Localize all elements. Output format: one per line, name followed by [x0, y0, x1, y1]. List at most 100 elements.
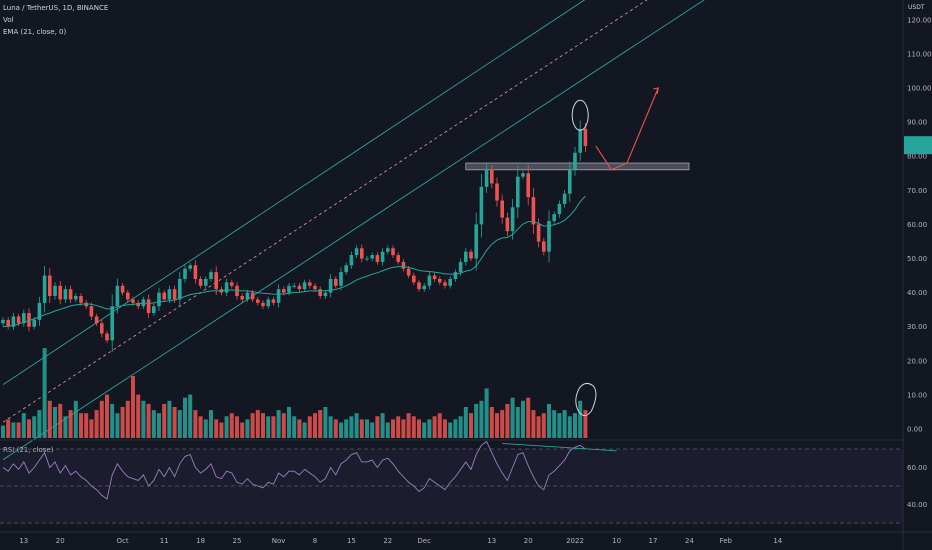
price-tick-label: 70.00: [907, 187, 927, 195]
volume-bar: [391, 419, 395, 438]
candle-body: [406, 268, 411, 276]
legend-symbol: Luna / TetherUS, 1D, BINANCE: [3, 4, 109, 12]
volume-bar: [547, 403, 551, 438]
volume-bar: [365, 419, 369, 438]
volume-bar: [339, 422, 343, 438]
projection-arrowhead: [653, 87, 659, 95]
candle-body: [547, 220, 551, 252]
candle-body: [1, 319, 5, 324]
candle-body: [448, 278, 452, 286]
volume-bar: [125, 400, 130, 438]
candle-body: [313, 285, 317, 290]
volume-bar: [437, 413, 442, 438]
time-tick-label: 20: [56, 537, 65, 545]
candle-body: [11, 316, 16, 327]
volume-bar: [219, 422, 224, 438]
channel-upper: [2, 0, 586, 386]
candle-body: [115, 285, 120, 307]
volume-bar: [495, 413, 499, 438]
candle-body: [380, 251, 385, 262]
volume-bar: [99, 400, 104, 438]
candle-body: [152, 306, 156, 314]
rsi-polyline: [2, 440, 586, 500]
time-tick-label: 13: [487, 537, 496, 545]
candle-body: [334, 278, 338, 286]
candle-body: [500, 200, 504, 218]
candle-body: [521, 173, 525, 177]
volume-bar: [214, 419, 219, 438]
volume-bar: [567, 416, 572, 438]
candle-body: [484, 169, 489, 187]
candle-body: [157, 292, 161, 307]
candle-body: [63, 289, 68, 300]
candlesticks: [1, 120, 588, 353]
candle-body: [557, 203, 562, 215]
candle-body: [271, 299, 276, 303]
candle-body: [552, 214, 556, 221]
candle-body: [282, 289, 286, 293]
hand-drawn-annotations[interactable]: [571, 87, 659, 416]
volume-bar: [359, 419, 364, 438]
volume-bar: [42, 348, 47, 438]
volume-bar: [375, 416, 380, 438]
candle-body: [32, 319, 36, 327]
volume-bar: [6, 419, 11, 438]
candle-body: [344, 265, 348, 273]
candle-body: [308, 282, 312, 286]
candle-body: [318, 289, 322, 297]
candle-body: [276, 289, 281, 303]
candle-body: [516, 176, 520, 208]
candle-body: [339, 272, 343, 286]
price-tick-label: 110.00: [907, 50, 932, 58]
volume-bar: [27, 419, 31, 438]
volume-bar: [245, 419, 250, 438]
candle-body: [458, 261, 463, 273]
candle-body: [474, 224, 478, 259]
volume-bar: [32, 416, 37, 438]
volume-bar: [583, 410, 588, 438]
candle-body: [354, 248, 359, 256]
candle-body: [84, 302, 88, 307]
volume-bar: [240, 422, 245, 438]
candle-body: [48, 275, 52, 297]
candle-body: [68, 289, 73, 300]
volume-bar: [458, 416, 463, 438]
volume-bar: [110, 403, 115, 438]
time-axis[interactable]: 13 20 Oct 11 18 25 Nov 8 15 22 Dec 13 20 2022 10 17 24 Fe…: [19, 537, 782, 545]
volume-bar: [131, 376, 135, 438]
candle-body: [391, 248, 395, 256]
time-tick-label: Oct: [117, 537, 129, 545]
candle-body: [214, 272, 218, 290]
volume-bar: [136, 394, 141, 438]
volume-bar: [401, 419, 406, 438]
price-tick-label: 90.00: [907, 119, 927, 127]
candle-body: [198, 278, 203, 286]
volume-bar: [157, 413, 161, 438]
candle-body: [453, 272, 458, 279]
volume-bar: [84, 413, 89, 438]
volume-bar: [141, 400, 146, 438]
volume-bars: [1, 348, 588, 438]
volume-bar: [370, 422, 375, 438]
volume-bar: [235, 416, 239, 438]
rsi-tick-label: 40.00: [907, 501, 927, 509]
candle-body: [510, 207, 515, 232]
candle-body: [490, 169, 494, 184]
rsi-tick-label: 60.00: [907, 464, 927, 472]
candle-body: [573, 152, 577, 170]
time-tick-label: 17: [649, 537, 658, 545]
resistance-zone[interactable]: [465, 162, 690, 171]
volume-bar: [479, 400, 484, 438]
volume-bar: [94, 410, 99, 438]
volume-bar: [515, 407, 520, 438]
time-tick-label: 8: [313, 537, 317, 545]
candle-body: [94, 316, 99, 324]
resistance-rect: [465, 162, 690, 171]
time-tick-label: 20: [524, 537, 533, 545]
price-tick-label: 10.00: [907, 391, 927, 399]
price-circle: [571, 99, 589, 131]
rsi-pane: [0, 440, 903, 524]
regression-channel[interactable]: [2, 0, 903, 461]
